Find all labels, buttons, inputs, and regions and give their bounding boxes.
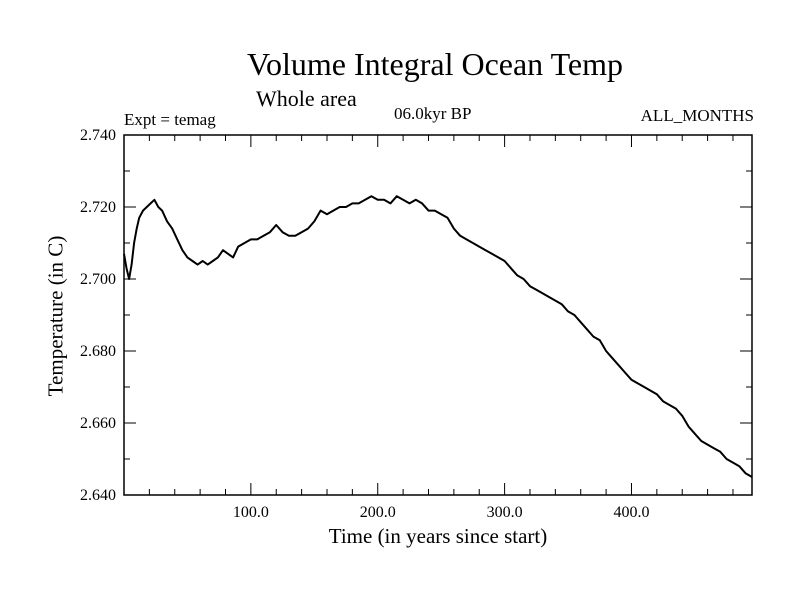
chart-title: Volume Integral Ocean Temp bbox=[246, 46, 623, 82]
experiment-label: Expt = temag bbox=[124, 110, 216, 129]
chart-subtitle: Whole area bbox=[256, 86, 357, 111]
temperature-series-line bbox=[123, 195, 753, 478]
y-tick-label: 2.700 bbox=[80, 271, 116, 288]
axis-ticks bbox=[124, 134, 752, 496]
y-tick-label: 2.660 bbox=[80, 415, 116, 432]
y-tick-label: 2.680 bbox=[80, 343, 116, 360]
months-label: ALL_MONTHS bbox=[640, 106, 754, 125]
tick-labels: 2.640 2.660 2.680 2.700 2.720 2.740 100.0 200.0… bbox=[80, 127, 649, 521]
x-axis-label: Time (in years since start) bbox=[328, 524, 548, 548]
period-label: 06.0kyr BP bbox=[394, 104, 472, 123]
y-tick-label: 2.720 bbox=[80, 199, 116, 216]
x-tick-label: 100.0 bbox=[233, 504, 269, 521]
y-tick-label: 2.740 bbox=[80, 127, 116, 144]
x-tick-label: 300.0 bbox=[487, 504, 523, 521]
y-tick-label: 2.640 bbox=[80, 487, 116, 504]
x-tick-label: 200.0 bbox=[360, 504, 396, 521]
plot-frame bbox=[123, 134, 753, 496]
x-tick-label: 400.0 bbox=[613, 504, 649, 521]
